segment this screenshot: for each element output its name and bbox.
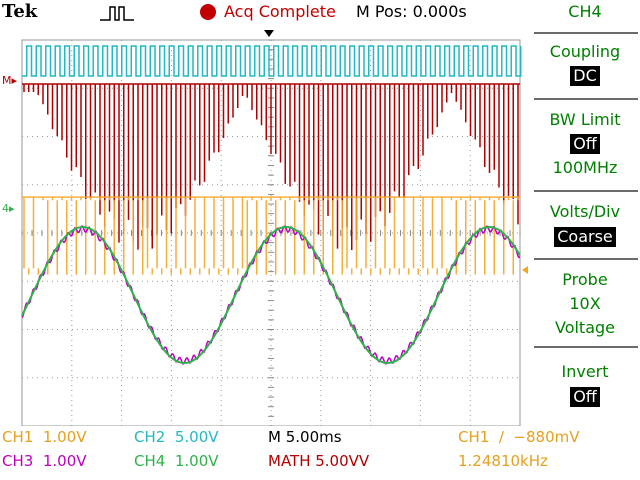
side-menu: CH4 Coupling DC BW Limit Off 100MHz Volt… — [530, 0, 640, 426]
volts-div-value: Coarse — [554, 227, 616, 247]
bw-frequency: 100MHz — [552, 158, 618, 177]
ch2-scale[interactable]: CH2 5.00V — [134, 428, 219, 446]
menu-divider — [534, 32, 638, 34]
ch4-ground-marker: 4▸ — [2, 202, 15, 215]
channel-markers: M▸ 4▸ — [2, 30, 528, 274]
math-ground-marker: M▸ — [2, 74, 17, 87]
coupling-value: DC — [570, 66, 600, 86]
menu-channel-title: CH4 — [568, 2, 602, 21]
trigger-frequency: 1.24810kHz — [458, 452, 548, 470]
top-bar: Tek Acq Complete M Pos: 0.000s — [0, 0, 530, 26]
ch2-trace — [22, 45, 522, 77]
horizontal-position: M Pos: 0.000s — [356, 2, 467, 21]
pulse-trigger-icon — [100, 6, 134, 21]
ch4-scale[interactable]: CH4 1.00V — [134, 452, 219, 470]
math-trace — [22, 83, 520, 250]
coupling-button[interactable]: DC — [530, 64, 640, 88]
menu-divider — [534, 190, 638, 192]
waveform-traces — [21, 45, 522, 365]
volts-div-label: Volts/Div — [549, 202, 621, 221]
trigger-setting[interactable]: CH1 ∕ −880mV — [458, 428, 580, 446]
invert-button[interactable]: Off — [530, 385, 640, 409]
brand-logo: Tek — [2, 1, 38, 22]
probe-type: Voltage — [554, 318, 615, 337]
menu-divider — [534, 98, 638, 100]
trigger-position-icon — [264, 30, 274, 37]
waveform-display[interactable]: M▸ 4▸ — [0, 26, 530, 426]
ch3-scale[interactable]: CH3 1.00V — [2, 452, 87, 470]
bw-limit-label: BW Limit — [549, 110, 621, 129]
bw-limit-button[interactable]: Off — [530, 132, 640, 156]
ch4-trace — [21, 225, 521, 365]
acquisition-status: Acq Complete — [224, 2, 336, 21]
volts-div-button[interactable]: Coarse — [530, 225, 640, 249]
math-scale[interactable]: MATH 5.00VV — [268, 452, 370, 470]
trigger-level-icon — [522, 266, 528, 274]
status-bar: CH1 1.00V CH2 5.00V M 5.00ms CH1 ∕ −880m… — [0, 426, 640, 480]
timebase[interactable]: M 5.00ms — [268, 428, 342, 446]
invert-label: Invert — [561, 362, 609, 381]
bw-limit-value: Off — [570, 134, 600, 154]
run-indicator-icon — [200, 4, 216, 20]
probe-label: Probe — [562, 270, 608, 289]
ch1-trace — [22, 196, 520, 275]
probe-attenuation[interactable]: 10X — [569, 294, 601, 313]
menu-divider — [534, 258, 638, 260]
menu-divider — [534, 346, 638, 348]
ch1-scale[interactable]: CH1 1.00V — [2, 428, 87, 446]
coupling-label: Coupling — [549, 42, 621, 61]
invert-value: Off — [570, 387, 600, 407]
